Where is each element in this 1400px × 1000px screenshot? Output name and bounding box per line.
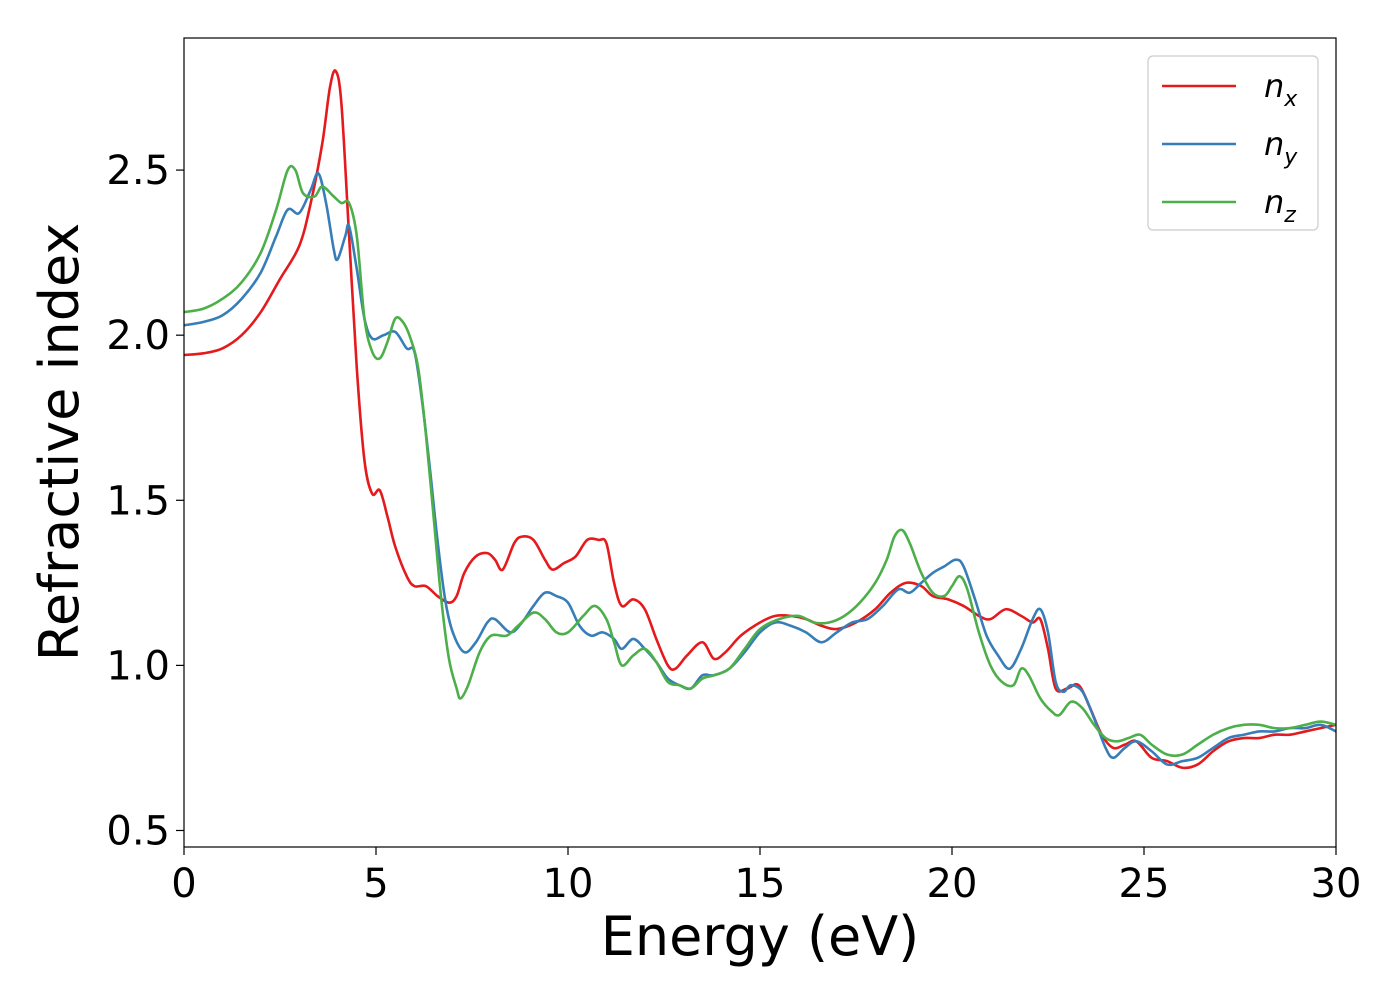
- x-tick-label: 25: [1119, 861, 1170, 907]
- legend-label-z: nz: [1264, 183, 1296, 228]
- y-tick-label: 2.0: [106, 313, 170, 359]
- legend-label-base: n: [1264, 67, 1284, 105]
- x-tick-label: 20: [927, 861, 978, 907]
- x-tick-label: 0: [171, 861, 196, 907]
- y-axis-ticks: 0.5 1.0 1.5 2.0 2.5: [106, 148, 184, 854]
- y-axis-label: Refractive index: [28, 223, 91, 662]
- legend-label-subscript: y: [1283, 145, 1298, 170]
- series-line-x: [184, 69, 1336, 770]
- legend-label-base: n: [1264, 183, 1284, 221]
- series-line-z: [184, 164, 1336, 758]
- plot-background: [184, 38, 1336, 847]
- x-tick-label: 15: [735, 861, 786, 907]
- legend-label-subscript: x: [1283, 87, 1298, 112]
- series-layer: [184, 69, 1336, 770]
- legend-label-y: ny: [1264, 125, 1298, 170]
- y-tick-label: 1.5: [106, 478, 170, 524]
- legend-label-x: nx: [1264, 67, 1298, 112]
- x-axis-ticks: 0 5 10 15 20 25 30: [171, 847, 1361, 907]
- y-tick-label: 0.5: [106, 808, 170, 854]
- legend-label-subscript: z: [1283, 203, 1296, 228]
- x-tick-label: 5: [363, 861, 388, 907]
- x-tick-label: 10: [543, 861, 594, 907]
- x-tick-label: 30: [1311, 861, 1362, 907]
- legend-label-base: n: [1264, 125, 1284, 163]
- y-tick-label: 1.0: [106, 643, 170, 689]
- x-axis-label: Energy (eV): [601, 905, 920, 968]
- y-tick-label: 2.5: [106, 148, 170, 194]
